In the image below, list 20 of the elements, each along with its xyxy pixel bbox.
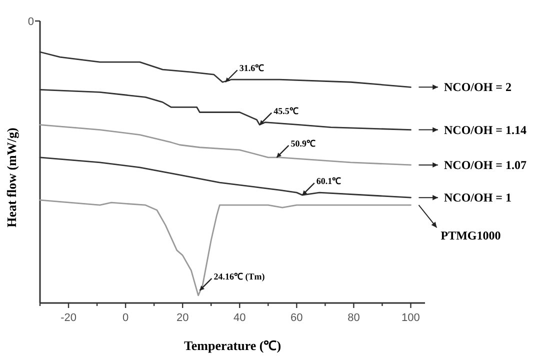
text: NCO/OH = 1.07 bbox=[444, 158, 527, 172]
x-tick-label: -20 bbox=[60, 312, 76, 324]
annotation: 45.5℃ bbox=[274, 106, 298, 116]
x-axis-title: Temperature (℃) bbox=[184, 338, 282, 353]
text: PTMG1000 bbox=[440, 228, 501, 243]
text: NCO/OH = 1.14 bbox=[444, 122, 527, 137]
annotation: 24.16℃ (Tm) bbox=[214, 271, 265, 282]
annotation: 60.1℃ bbox=[316, 176, 342, 186]
x-tick-label: 80 bbox=[348, 312, 360, 324]
x-tick-label: 100 bbox=[402, 312, 420, 324]
annotation: 31.6℃ bbox=[239, 63, 264, 74]
text: NCO/OH = 2 bbox=[444, 80, 512, 94]
x-tick-label: 60 bbox=[290, 312, 303, 324]
x-tick-label: 40 bbox=[234, 312, 246, 324]
x-tick-label: 0 bbox=[122, 312, 129, 324]
text: 0 bbox=[28, 16, 34, 28]
x-tick-label: 20 bbox=[176, 312, 189, 324]
text: NCO/OH = 1 bbox=[444, 190, 512, 205]
y-axis-title: Heat flow (mW/g) bbox=[4, 128, 19, 228]
annotation: 50.9℃ bbox=[290, 138, 316, 148]
